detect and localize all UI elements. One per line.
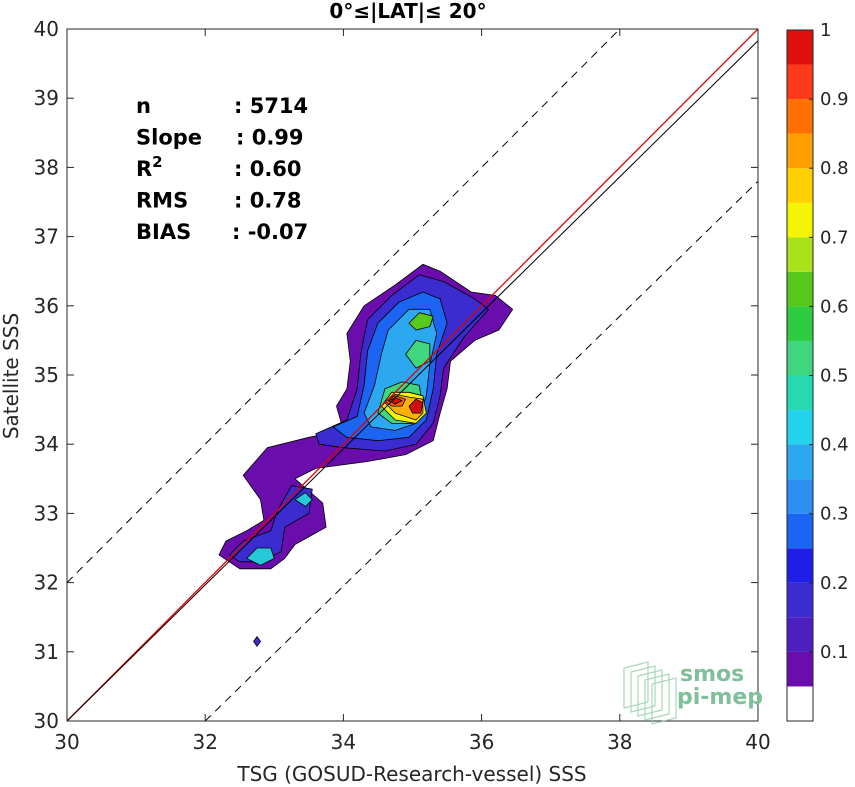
colorbar-segment — [787, 444, 813, 480]
colorbar-tick-label: 0.8 — [820, 158, 849, 179]
stat-label: Slope — [136, 126, 202, 150]
colorbar-segment — [787, 548, 813, 583]
colorbar-tick-label: 0.9 — [820, 89, 849, 110]
colorbar-segment — [787, 479, 813, 514]
y-tick-label: 38 — [34, 155, 59, 179]
stat-value: : 5714 — [234, 94, 308, 118]
colorbar-segment — [787, 651, 813, 687]
y-tick-label: 35 — [34, 363, 59, 387]
stat-value: : 0.78 — [234, 189, 302, 213]
colorbar-tick-label: 0.4 — [820, 435, 849, 456]
colorbar-segment — [787, 237, 813, 272]
density-contour-15 — [253, 636, 261, 647]
colorbar-segment — [787, 375, 813, 411]
stat-value: : 0.99 — [236, 126, 304, 150]
colorbar-tick-label: 1 — [820, 20, 831, 41]
y-tick-label: 34 — [34, 432, 59, 456]
regression-line — [67, 40, 758, 721]
colorbar-segment — [787, 686, 813, 721]
stat-label: n — [136, 94, 151, 118]
colorbar-segment — [787, 99, 813, 134]
y-tick-label: 40 — [34, 17, 59, 41]
upper-bound-line — [67, 29, 621, 583]
x-tick-label: 36 — [469, 730, 494, 754]
colorbar-tick-label: 0.1 — [820, 642, 849, 663]
x-tick-label: 32 — [192, 730, 217, 754]
y-tick-label: 37 — [34, 225, 59, 249]
identity-line — [67, 29, 758, 721]
colorbar-tick-label: 0.3 — [820, 504, 849, 525]
y-tick-label: 39 — [34, 86, 59, 110]
colorbar-segment — [787, 306, 813, 341]
y-tick-label: 32 — [34, 571, 59, 595]
y-tick-label: 36 — [34, 294, 59, 318]
stat-label: BIAS — [136, 220, 191, 244]
watermark-text-pi-mep: pi-mep — [677, 685, 763, 710]
colorbar-segment — [787, 513, 813, 549]
x-tick-label: 40 — [745, 730, 770, 754]
colorbar-tick-label: 0.6 — [820, 296, 849, 317]
colorbar-tick-label: 0.5 — [820, 366, 849, 387]
colorbar-segment — [787, 202, 813, 238]
density-contour-9 — [408, 312, 434, 331]
y-tick-label: 30 — [34, 709, 59, 733]
plot-area: 30 32 34 36 38 40 30 31 32 33 34 35 36 37 38 39 40 — [34, 17, 771, 754]
density-contour-6 — [294, 492, 313, 507]
colorbar: 0.1 0.2 0.3 0.4 0.5 0.6 0.7 0.8 0.9 1 — [786, 20, 849, 722]
density-contour-13 — [387, 397, 403, 405]
stat-value: : -0.07 — [232, 220, 308, 244]
y-tick-label: 33 — [34, 501, 59, 525]
lower-bound-line — [204, 180, 758, 721]
colorbar-segment — [787, 617, 813, 652]
colorbar-segment — [787, 168, 813, 203]
density-contours — [218, 263, 514, 647]
colorbar-tick-label: 0.7 — [820, 227, 849, 248]
watermark-icon — [623, 661, 677, 725]
y-tick-label: 31 — [34, 640, 59, 664]
chart-title: 0°≤|LAT|≤ 20° — [329, 0, 486, 23]
watermark-text-smos: smos — [680, 662, 744, 687]
x-tick-label: 30 — [54, 730, 79, 754]
density-contour-14 — [408, 398, 424, 414]
colorbar-segment — [787, 410, 813, 445]
stat-value: : 0.60 — [234, 157, 302, 181]
colorbar-segment — [787, 340, 813, 376]
colorbar-segment — [787, 64, 813, 100]
colorbar-tick-label: 0.2 — [820, 573, 849, 594]
colorbar-segment — [787, 582, 813, 618]
colorbar-segment — [787, 30, 813, 65]
x-axis-title: TSG (GOSUD-Research-vessel) SSS — [236, 762, 586, 786]
stat-label: RMS — [136, 189, 188, 213]
y-axis-title: Satellite SSS — [0, 313, 23, 439]
density-contour-5 — [246, 547, 275, 566]
x-tick-label: 34 — [331, 730, 356, 754]
density-contour-8 — [405, 339, 431, 369]
colorbar-segment — [787, 133, 813, 169]
colorbar-segment — [787, 271, 813, 307]
x-tick-label: 38 — [607, 730, 632, 754]
